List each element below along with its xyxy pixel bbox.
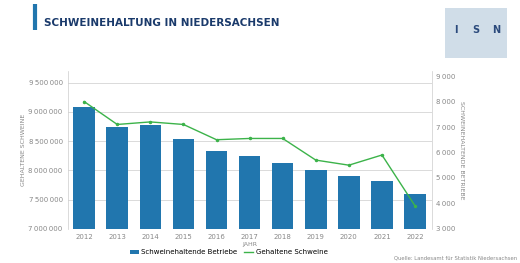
Bar: [338, 176, 360, 263]
Bar: [73, 107, 95, 263]
Bar: [371, 181, 393, 263]
Bar: [206, 151, 227, 263]
Gehaltene Schweine: [147, 120, 153, 124]
Bar: [405, 194, 426, 263]
Text: S: S: [472, 25, 479, 36]
Gehaltene Schweine: [246, 137, 253, 140]
Bar: [107, 127, 128, 263]
Line: Gehaltene Schweine: Gehaltene Schweine: [83, 100, 416, 207]
Bar: [139, 125, 161, 263]
Bar: [305, 170, 327, 263]
Bar: [272, 163, 293, 263]
Text: N: N: [492, 25, 500, 36]
X-axis label: JAHR: JAHR: [242, 242, 257, 247]
Gehaltene Schweine: [280, 137, 286, 140]
Gehaltene Schweine: [114, 123, 120, 126]
Gehaltene Schweine: [213, 138, 219, 141]
Gehaltene Schweine: [313, 159, 319, 162]
Text: SCHWEINEHALTUNG IN NIEDERSACHSEN: SCHWEINEHALTUNG IN NIEDERSACHSEN: [44, 18, 280, 28]
Gehaltene Schweine: [81, 100, 87, 103]
Text: I: I: [454, 25, 458, 36]
Gehaltene Schweine: [346, 164, 352, 167]
Gehaltene Schweine: [412, 204, 418, 208]
Y-axis label: SCHWEINEHALTENDE BETRIEBE: SCHWEINEHALTENDE BETRIEBE: [459, 101, 464, 199]
Legend: Schweinehaltende Betriebe, Gehaltene Schweine: Schweinehaltende Betriebe, Gehaltene Sch…: [127, 247, 330, 258]
Gehaltene Schweine: [180, 123, 187, 126]
Bar: [173, 139, 194, 263]
Text: Quelle: Landesamt für Statistik Niedersachsen: Quelle: Landesamt für Statistik Niedersa…: [394, 255, 517, 260]
Y-axis label: GEHALTENE SCHWEINE: GEHALTENE SCHWEINE: [21, 114, 25, 186]
Bar: [239, 156, 261, 263]
Gehaltene Schweine: [379, 153, 385, 156]
